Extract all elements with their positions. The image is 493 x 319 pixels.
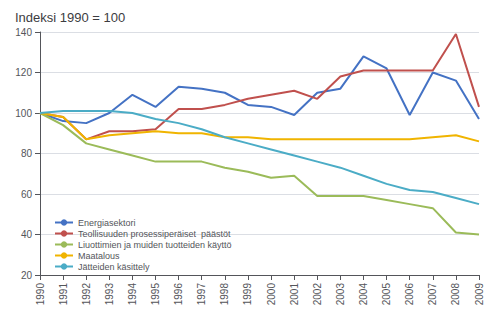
svg-text:2001: 2001: [289, 283, 300, 306]
svg-text:140: 140: [15, 27, 32, 38]
svg-text:40: 40: [21, 229, 33, 240]
svg-text:60: 60: [21, 189, 33, 200]
svg-text:Maatalous: Maatalous: [78, 251, 120, 261]
svg-text:Jätteiden käsittely: Jätteiden käsittely: [78, 262, 150, 272]
svg-text:1998: 1998: [219, 283, 230, 306]
svg-text:2002: 2002: [312, 283, 323, 306]
svg-text:2000: 2000: [266, 283, 277, 306]
svg-text:Indeksi 1990 = 100: Indeksi 1990 = 100: [15, 10, 125, 25]
svg-text:1997: 1997: [196, 283, 207, 306]
svg-text:2004: 2004: [358, 283, 369, 306]
svg-text:2003: 2003: [335, 283, 346, 306]
svg-text:2008: 2008: [450, 283, 461, 306]
svg-text:2006: 2006: [404, 283, 415, 306]
svg-text:1993: 1993: [104, 283, 115, 306]
svg-text:2009: 2009: [474, 283, 485, 306]
svg-text:1990: 1990: [35, 283, 46, 306]
svg-text:1992: 1992: [81, 283, 92, 306]
svg-text:Energiasektori: Energiasektori: [78, 218, 136, 228]
svg-text:Teollisuuden prosessiperäiset: Teollisuuden prosessiperäiset päästöt: [78, 229, 231, 239]
svg-text:80: 80: [21, 148, 33, 159]
svg-text:Liuottimien ja muiden tuotteid: Liuottimien ja muiden tuotteiden käyttö: [78, 240, 232, 250]
svg-text:2005: 2005: [381, 283, 392, 306]
svg-text:100: 100: [15, 108, 32, 119]
svg-text:1995: 1995: [150, 283, 161, 306]
svg-text:2007: 2007: [427, 283, 438, 306]
svg-text:1999: 1999: [242, 283, 253, 306]
svg-text:1991: 1991: [58, 283, 69, 306]
svg-text:120: 120: [15, 67, 32, 78]
svg-text:1994: 1994: [127, 283, 138, 306]
svg-text:1996: 1996: [173, 283, 184, 306]
svg-text:20: 20: [21, 270, 33, 281]
